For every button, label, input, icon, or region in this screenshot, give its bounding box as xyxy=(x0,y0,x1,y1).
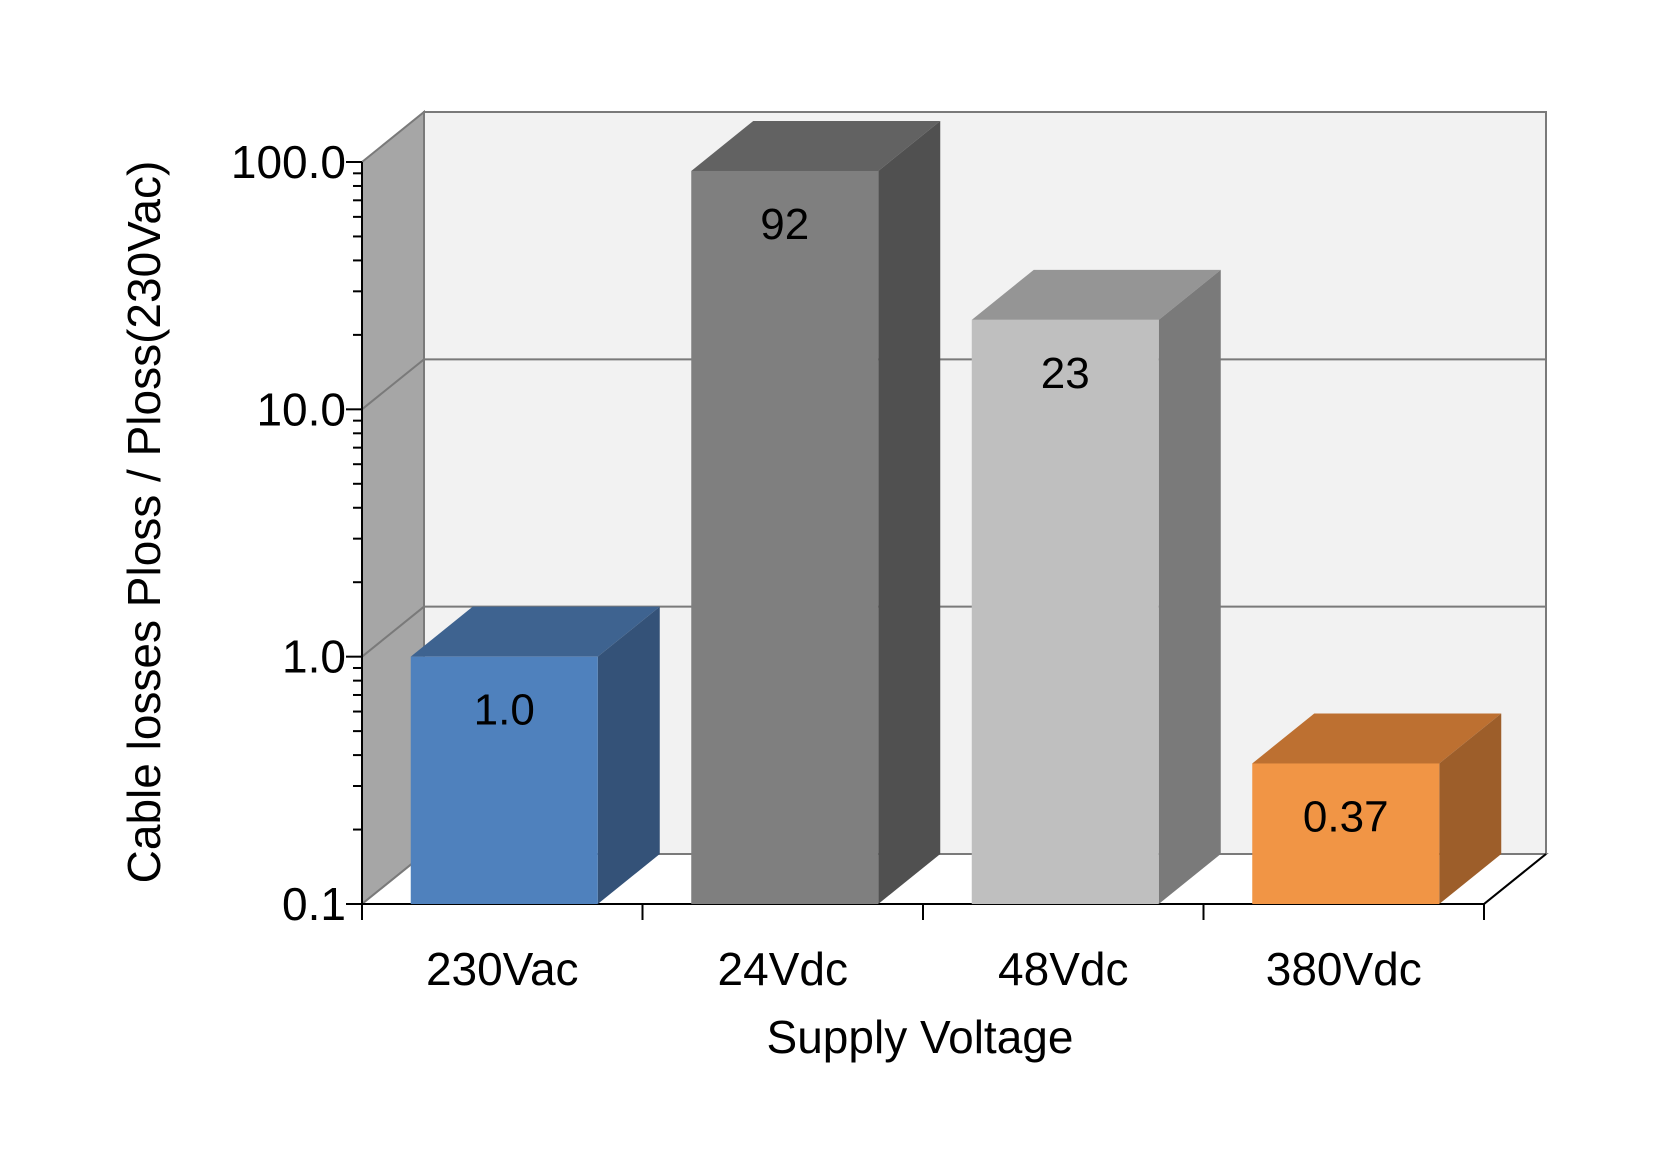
bar-top xyxy=(1252,713,1502,764)
bar-side xyxy=(597,606,660,904)
y-tick-label: 0.1 xyxy=(282,878,346,930)
y-axis: 0.1 1.0 10.0 100.0 xyxy=(231,136,363,930)
y-tick-label: 10.0 xyxy=(256,383,346,435)
data-label: 92 xyxy=(760,200,809,249)
data-label: 1.0 xyxy=(474,686,535,735)
bar xyxy=(971,319,1159,904)
x-tick-label: 230Vac xyxy=(426,943,579,995)
labels: 1.0 92 23 0.37 xyxy=(474,200,1389,842)
y-axis-title: Cable losses Ploss / Ploss(230Vac) xyxy=(118,161,170,884)
bar-top xyxy=(410,606,660,657)
bar-side xyxy=(878,120,941,904)
y-tick-label: 100.0 xyxy=(231,136,346,188)
x-tick-label: 48Vdc xyxy=(998,943,1128,995)
data-label: 0.37 xyxy=(1303,792,1389,841)
bar-top xyxy=(971,269,1221,320)
data-label: 23 xyxy=(1041,349,1090,398)
bar-side xyxy=(1158,269,1221,904)
bar xyxy=(691,170,879,904)
bar xyxy=(1252,763,1440,904)
bar xyxy=(410,656,598,904)
bar-top xyxy=(691,120,941,171)
bars xyxy=(410,120,1502,904)
bar-side xyxy=(1439,713,1502,904)
x-tick-label: 380Vdc xyxy=(1266,943,1422,995)
x-axis-depth-edge xyxy=(1483,853,1547,905)
x-tick-label: 24Vdc xyxy=(718,943,848,995)
y-tick-label: 1.0 xyxy=(282,631,346,683)
x-axis-title: Supply Voltage xyxy=(767,1011,1074,1063)
